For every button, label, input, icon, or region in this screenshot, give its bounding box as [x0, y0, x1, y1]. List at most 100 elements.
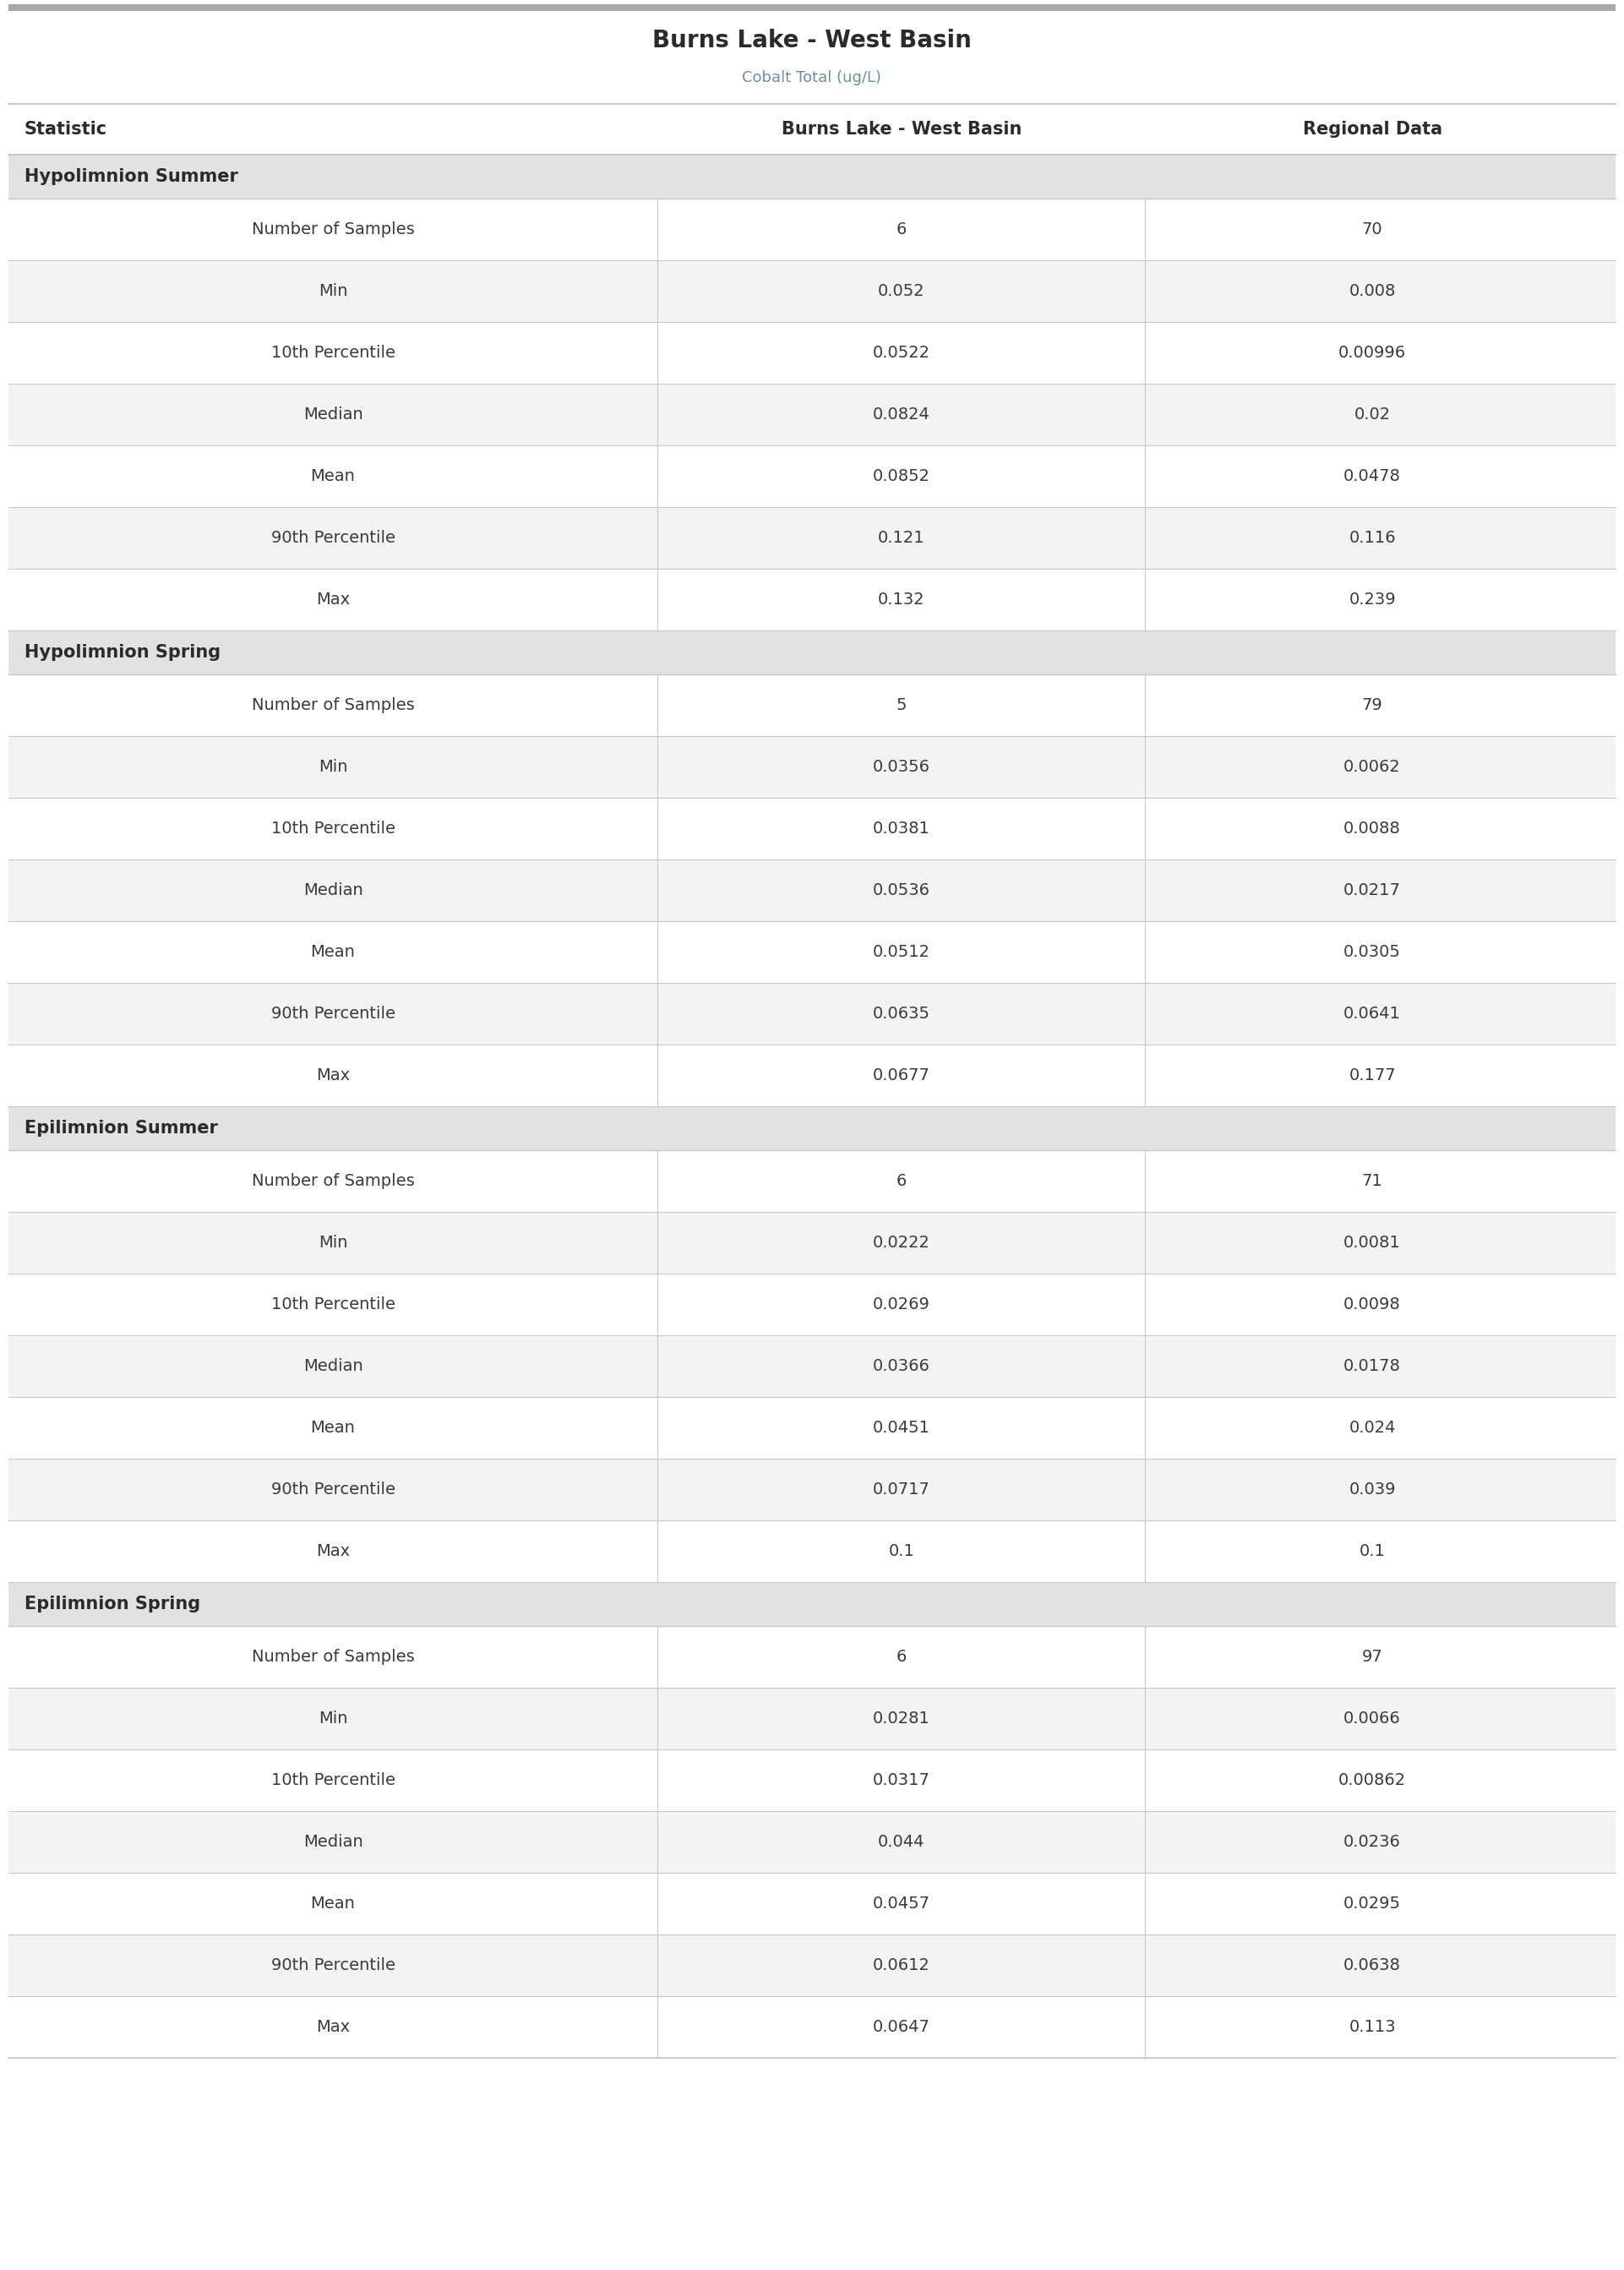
Text: 97: 97 — [1363, 1648, 1382, 1664]
Text: 10th Percentile: 10th Percentile — [271, 822, 395, 838]
Text: Max: Max — [317, 2018, 349, 2036]
Text: 0.121: 0.121 — [879, 529, 924, 547]
Text: 0.02: 0.02 — [1354, 406, 1390, 422]
Text: 6: 6 — [896, 1174, 906, 1189]
Text: Hypolimnion Summer: Hypolimnion Summer — [24, 168, 239, 186]
Text: Mean: Mean — [310, 1895, 356, 1911]
Bar — [8, 1273, 1616, 1335]
Text: 0.0178: 0.0178 — [1343, 1357, 1402, 1373]
Text: Mean: Mean — [310, 468, 356, 484]
Text: Median: Median — [304, 406, 362, 422]
Bar — [8, 1151, 1616, 1212]
Text: 0.0066: 0.0066 — [1343, 1712, 1402, 1727]
Text: 71: 71 — [1363, 1174, 1382, 1189]
Text: Burns Lake - West Basin: Burns Lake - West Basin — [781, 120, 1021, 138]
Text: 0.052: 0.052 — [879, 284, 924, 300]
Text: 0.0852: 0.0852 — [872, 468, 931, 484]
Text: Number of Samples: Number of Samples — [252, 222, 414, 238]
Text: 0.0356: 0.0356 — [872, 758, 931, 774]
Bar — [8, 1811, 1616, 1873]
Bar — [8, 860, 1616, 922]
Text: Min: Min — [318, 1235, 348, 1251]
Bar — [8, 631, 1616, 674]
Bar — [8, 674, 1616, 735]
Bar — [8, 197, 1616, 261]
Bar — [8, 5, 1616, 11]
Text: 0.1: 0.1 — [1359, 1544, 1385, 1559]
Text: 0.0088: 0.0088 — [1343, 822, 1402, 838]
Bar — [8, 1582, 1616, 1625]
Bar — [8, 261, 1616, 322]
Text: Min: Min — [318, 1712, 348, 1727]
Text: Hypolimnion Spring: Hypolimnion Spring — [24, 645, 221, 661]
Text: Median: Median — [304, 1834, 362, 1850]
Text: 0.0612: 0.0612 — [872, 1957, 931, 1973]
Bar — [8, 445, 1616, 506]
Bar — [8, 1460, 1616, 1521]
Text: 0.039: 0.039 — [1350, 1482, 1395, 1498]
Text: 0.0677: 0.0677 — [872, 1067, 931, 1083]
Text: 0.0236: 0.0236 — [1343, 1834, 1402, 1850]
Text: 90th Percentile: 90th Percentile — [271, 1482, 395, 1498]
Text: 0.00862: 0.00862 — [1338, 1773, 1406, 1789]
Text: 0.0222: 0.0222 — [872, 1235, 931, 1251]
Text: 0.0635: 0.0635 — [872, 1006, 931, 1021]
Text: 0.0062: 0.0062 — [1343, 758, 1402, 774]
Bar — [8, 922, 1616, 983]
Text: Median: Median — [304, 883, 362, 899]
Text: 0.239: 0.239 — [1350, 592, 1395, 608]
Text: Mean: Mean — [310, 944, 356, 960]
Text: 0.0641: 0.0641 — [1343, 1006, 1402, 1021]
Bar — [8, 1625, 1616, 1687]
Text: 0.0536: 0.0536 — [872, 883, 931, 899]
Text: Regional Data: Regional Data — [1302, 120, 1442, 138]
Text: 0.044: 0.044 — [879, 1834, 924, 1850]
Text: 10th Percentile: 10th Percentile — [271, 1296, 395, 1312]
Text: 6: 6 — [896, 1648, 906, 1664]
Bar — [8, 154, 1616, 197]
Text: Max: Max — [317, 1544, 349, 1559]
Bar — [8, 506, 1616, 570]
Text: Epilimnion Spring: Epilimnion Spring — [24, 1596, 200, 1612]
Text: 0.0098: 0.0098 — [1343, 1296, 1402, 1312]
Text: 90th Percentile: 90th Percentile — [271, 1957, 395, 1973]
Bar — [8, 1521, 1616, 1582]
Bar — [8, 104, 1616, 154]
Bar — [8, 797, 1616, 860]
Text: 0.008: 0.008 — [1350, 284, 1395, 300]
Text: Mean: Mean — [310, 1419, 356, 1437]
Bar — [8, 1396, 1616, 1460]
Text: 0.132: 0.132 — [879, 592, 924, 608]
Text: Max: Max — [317, 1067, 349, 1083]
Bar — [8, 1212, 1616, 1273]
Text: 0.1: 0.1 — [888, 1544, 914, 1559]
Text: Cobalt Total (ug/L): Cobalt Total (ug/L) — [742, 70, 882, 86]
Bar — [8, 570, 1616, 631]
Bar — [8, 983, 1616, 1044]
Text: 0.0717: 0.0717 — [872, 1482, 931, 1498]
Text: Statistic: Statistic — [24, 120, 107, 138]
Text: Number of Samples: Number of Samples — [252, 1648, 414, 1664]
Bar — [8, 1934, 1616, 1995]
Text: 0.00996: 0.00996 — [1338, 345, 1406, 361]
Text: Number of Samples: Number of Samples — [252, 1174, 414, 1189]
Text: 10th Percentile: 10th Percentile — [271, 1773, 395, 1789]
Text: Max: Max — [317, 592, 349, 608]
Text: 0.0451: 0.0451 — [872, 1419, 931, 1437]
Text: Median: Median — [304, 1357, 362, 1373]
Text: 0.116: 0.116 — [1350, 529, 1395, 547]
Text: Epilimnion Summer: Epilimnion Summer — [24, 1119, 218, 1137]
Text: 0.0522: 0.0522 — [872, 345, 931, 361]
Bar — [8, 1105, 1616, 1151]
Text: 0.0638: 0.0638 — [1343, 1957, 1402, 1973]
Bar — [8, 1995, 1616, 2059]
Bar — [8, 11, 1616, 104]
Text: 90th Percentile: 90th Percentile — [271, 529, 395, 547]
Text: 0.0824: 0.0824 — [872, 406, 931, 422]
Bar — [8, 384, 1616, 445]
Text: 0.177: 0.177 — [1350, 1067, 1395, 1083]
Bar — [8, 1044, 1616, 1105]
Text: Min: Min — [318, 284, 348, 300]
Text: Burns Lake - West Basin: Burns Lake - West Basin — [653, 30, 971, 52]
Bar — [8, 1335, 1616, 1396]
